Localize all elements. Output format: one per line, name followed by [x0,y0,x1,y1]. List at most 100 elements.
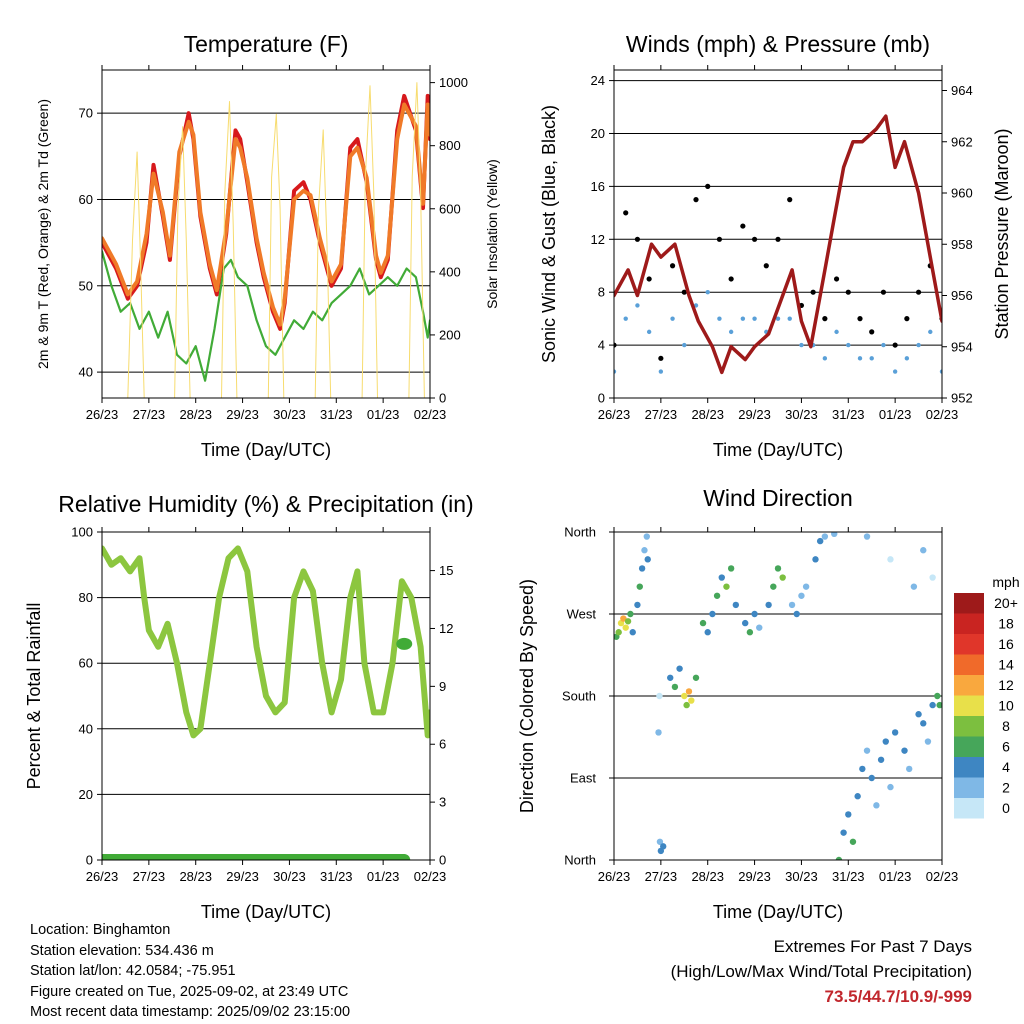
x-tick-label: 27/23 [133,407,166,422]
x-tick-label: 29/23 [226,869,259,884]
x-tick-label: 29/23 [226,407,259,422]
direction-point [774,565,782,572]
y-tick-label: 24 [591,73,605,88]
legend-swatch [954,736,984,757]
x-tick-label: 30/23 [273,869,306,884]
sonic-wind-point [705,289,710,295]
chart-title: Wind Direction [703,485,853,511]
legend-swatch [954,716,984,737]
direction-point [821,533,829,540]
sonic-wind-point [869,356,874,361]
chart-title: Temperature (F) [184,31,349,57]
y-tick-label: 16 [591,179,605,194]
legend-swatch [954,593,984,614]
2m-t-line [102,93,430,331]
sonic-wind-point [614,369,617,374]
direction-point [765,601,772,609]
direction-point [877,756,885,763]
direction-point [709,610,716,618]
extremes-subtitle: (High/Low/Max Wind/Total Precipitation) [670,962,972,981]
y-tick-label: 8 [598,285,605,300]
legend-swatch [954,757,984,778]
gust-point [880,289,887,295]
direction-point [887,783,894,791]
gust-point [728,276,734,282]
legend-title: mph [992,574,1019,590]
y2-tick-label: 200 [439,327,461,342]
y-tick-label: North [564,853,596,868]
direction-point [718,574,725,581]
direction-point [629,629,636,636]
created-text: Figure created on Tue, 2025-09-02, at 23… [30,983,349,1000]
y-tick-label: 0 [598,391,605,406]
x-tick-label: 27/23 [133,869,166,884]
y2-tick-label: 15 [439,563,453,578]
legend-label: 12 [998,677,1014,693]
x-tick-label: 30/23 [785,869,818,884]
direction-point [920,720,927,727]
x-tick-label: 02/23 [926,869,959,884]
direction-point [727,565,735,572]
panel-4: Wind DirectionNorthEastSouthWestNorth26/… [517,485,1020,922]
direction-point [624,618,632,625]
x-tick-label: 01/23 [879,869,912,884]
sonic-wind-point [740,316,746,321]
gust-point [810,289,816,295]
direction-point [636,583,643,590]
direction-point [685,688,693,695]
sonic-wind-point [881,342,886,348]
x-tick-label: 30/23 [785,407,818,422]
y2-tick-label: 956 [951,288,973,303]
gust-point [669,263,676,269]
legend-label: 18 [998,616,1014,632]
direction-point [660,843,667,850]
y2-tick-label: 960 [951,186,973,201]
y2-tick-label: 1000 [439,75,468,90]
sonic-wind-point [728,329,734,335]
direction-point [681,692,688,700]
legend-label: 2 [1002,780,1010,796]
y2-tick-label: 964 [951,83,973,98]
y-tick-label: 40 [79,365,93,380]
panel-3: Relative Humidity (%) & Precipitation (i… [24,491,474,922]
direction-point [756,624,763,631]
legend-label: 4 [1002,759,1010,775]
direction-point [770,583,777,590]
direction-point [634,601,641,609]
gust-point [787,197,793,203]
x-tick-label: 27/23 [645,869,678,884]
precip-marker [396,637,413,650]
legend-label: 10 [998,698,1014,714]
direction-point [620,615,627,622]
sonic-wind-point [752,316,757,321]
direction-point [812,556,819,563]
direction-point [644,556,651,563]
direction-point [688,697,695,704]
direction-point [723,583,730,590]
y2-tick-label: 800 [439,138,461,153]
y-tick-label: 50 [79,278,93,293]
direction-point [924,738,932,745]
gust-point [833,276,840,282]
direction-point [891,729,899,736]
y2-tick-label: 400 [439,264,461,279]
solar-insolation-line [102,82,430,398]
direction-point [854,793,861,800]
direction-point [627,610,634,618]
legend-label: 6 [1002,739,1010,755]
x-tick-label: 31/23 [832,407,865,422]
station-info: Location: Binghamton Station elevation: … [30,920,350,1023]
direction-point [704,629,711,636]
y2-tick-label: 3 [439,795,446,810]
plot-area [102,82,430,398]
gust-point [693,197,699,203]
y-axis-label: Sonic Wind & Gust (Blue, Black) [539,105,559,363]
direction-point [656,692,663,700]
x-tick-label: 28/23 [691,869,724,884]
x-tick-label: 01/23 [879,407,912,422]
y2-tick-label: 962 [951,134,973,149]
x-tick-label: 29/23 [738,407,771,422]
x-tick-label: 27/23 [645,407,678,422]
direction-point [692,674,700,681]
x-tick-label: 31/23 [832,869,865,884]
